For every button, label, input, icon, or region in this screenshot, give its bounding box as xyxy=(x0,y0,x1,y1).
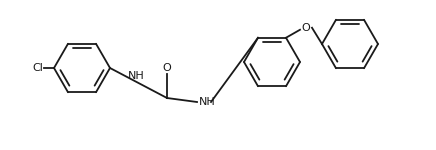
Text: NH: NH xyxy=(199,97,216,107)
Text: NH: NH xyxy=(128,71,145,81)
Text: O: O xyxy=(302,23,310,33)
Text: Cl: Cl xyxy=(32,63,43,73)
Text: O: O xyxy=(163,63,171,73)
